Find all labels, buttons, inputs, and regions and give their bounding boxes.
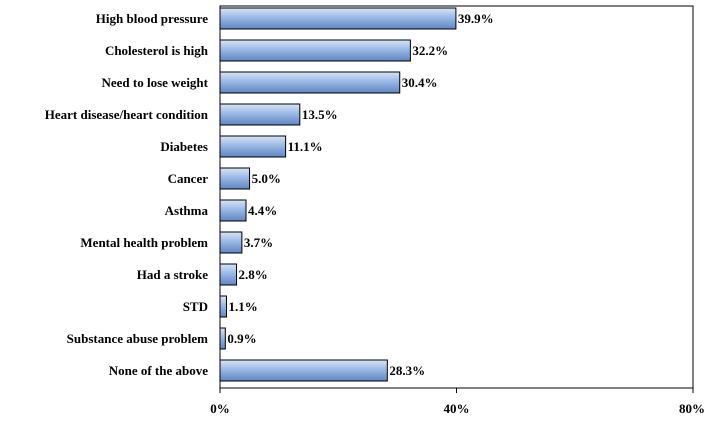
category-label: High blood pressure xyxy=(96,11,208,26)
plot-area-frame xyxy=(219,5,694,389)
category-label: Heart disease/heart condition xyxy=(45,107,209,122)
data-label: 5.0% xyxy=(252,171,281,186)
bar xyxy=(219,295,228,318)
category-label: Mental health problem xyxy=(80,235,208,250)
x-tick-label: 40% xyxy=(444,401,470,416)
bar xyxy=(219,359,388,382)
bar xyxy=(219,7,457,30)
bar xyxy=(219,71,401,94)
category-label: Asthma xyxy=(165,203,209,218)
bar xyxy=(219,263,238,286)
category-label: Cholesterol is high xyxy=(105,43,209,58)
x-tick-label: 0% xyxy=(210,401,230,416)
category-label: Need to lose weight xyxy=(101,75,208,90)
data-label: 13.5% xyxy=(302,107,338,122)
data-label: 2.8% xyxy=(239,267,268,282)
bar xyxy=(219,39,411,62)
data-label: 30.4% xyxy=(402,75,438,90)
data-label: 39.9% xyxy=(458,11,494,26)
category-label: Cancer xyxy=(168,171,209,186)
data-label: 11.1% xyxy=(288,139,323,154)
category-label: None of the above xyxy=(109,363,209,378)
bar xyxy=(219,103,301,126)
x-tick-label: 80% xyxy=(679,401,705,416)
bar xyxy=(219,199,247,222)
data-label: 4.4% xyxy=(248,203,277,218)
bar xyxy=(219,231,243,254)
bar xyxy=(219,167,251,190)
data-label: 3.7% xyxy=(244,235,273,250)
data-label: 32.2% xyxy=(412,43,448,58)
data-label: 1.1% xyxy=(229,299,258,314)
data-label: 28.3% xyxy=(389,363,425,378)
bar xyxy=(219,327,226,350)
bar xyxy=(219,135,287,158)
category-label: Substance abuse problem xyxy=(67,331,209,346)
category-label: Diabetes xyxy=(160,139,208,154)
category-label: Had a stroke xyxy=(137,267,208,282)
data-label: 0.9% xyxy=(227,331,256,346)
category-label: STD xyxy=(183,299,208,314)
